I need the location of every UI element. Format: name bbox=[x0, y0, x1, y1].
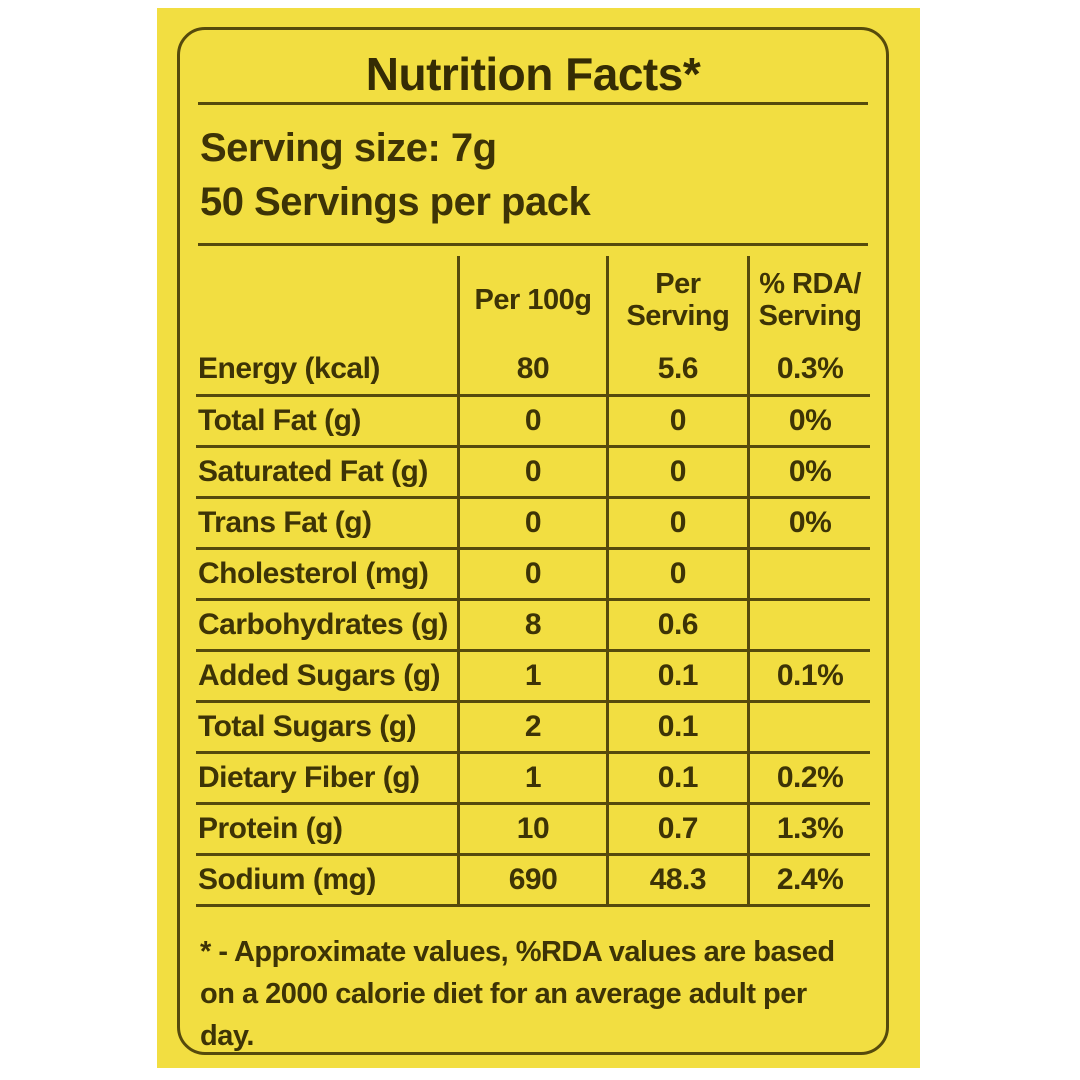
table-row: Carbohydrates (g) 8 0.6 bbox=[196, 599, 870, 650]
footnote: * - Approximate values, %RDA values are … bbox=[196, 907, 870, 1057]
nutrient-name: Trans Fat (g) bbox=[198, 505, 372, 539]
value-rda-serving: 0% bbox=[747, 497, 870, 548]
nutrient-name: Total Sugars (g) bbox=[198, 709, 417, 743]
header-nutrient bbox=[196, 256, 459, 344]
nutrient-name: Saturated Fat (g) bbox=[198, 454, 428, 488]
table-header-row: Per 100g Per Serving % RDA/ Serving bbox=[196, 256, 870, 344]
value-per-100g: 0 bbox=[457, 497, 608, 548]
value-rda-serving: 0% bbox=[747, 446, 870, 497]
table-row: Saturated Fat (g) 0 0 0% bbox=[196, 446, 870, 497]
nutrient-name: Sodium (mg) bbox=[198, 862, 376, 896]
serving-divider bbox=[198, 243, 868, 246]
table-row: Protein (g) 10 0.7 1.3% bbox=[196, 803, 870, 854]
value-per-serving: 0 bbox=[605, 548, 749, 599]
value-per-serving: 0.1 bbox=[605, 701, 749, 752]
value-rda-serving bbox=[747, 599, 870, 650]
value-per-serving: 0.1 bbox=[605, 650, 749, 701]
value-rda-serving bbox=[747, 548, 870, 599]
table-row: Cholesterol (mg) 0 0 bbox=[196, 548, 870, 599]
value-per-100g: 0 bbox=[457, 446, 608, 497]
nutrition-table: Per 100g Per Serving % RDA/ Serving Ener… bbox=[196, 256, 870, 907]
value-rda-serving: 1.3% bbox=[747, 803, 870, 854]
value-per-100g: 1 bbox=[457, 650, 608, 701]
footnote-line-2: on a 2000 calorie diet for an average ad… bbox=[200, 977, 807, 1052]
value-rda-serving: 0% bbox=[747, 395, 870, 446]
nutrient-name: Total Fat (g) bbox=[198, 403, 361, 437]
header-per-serving: Per Serving bbox=[605, 256, 749, 344]
value-rda-serving: 2.4% bbox=[747, 854, 870, 905]
value-per-100g: 8 bbox=[457, 599, 608, 650]
label-title: Nutrition Facts* bbox=[365, 48, 701, 100]
value-per-serving: 0.1 bbox=[605, 752, 749, 803]
table-row: Total Sugars (g) 2 0.1 bbox=[196, 701, 870, 752]
value-per-serving: 0.7 bbox=[605, 803, 749, 854]
serving-size-text: Serving size: 7g bbox=[200, 126, 497, 170]
value-rda-serving: 0.3% bbox=[747, 344, 870, 395]
table-row: Total Fat (g) 0 0 0% bbox=[196, 395, 870, 446]
nutrient-name: Carbohydrates (g) bbox=[198, 607, 448, 641]
title-divider bbox=[198, 102, 868, 105]
nutrient-name: Cholesterol (mg) bbox=[198, 556, 429, 590]
value-per-100g: 690 bbox=[457, 854, 608, 905]
servings-per-pack-text: 50 Servings per pack bbox=[200, 180, 591, 224]
nutrient-name: Protein (g) bbox=[198, 811, 343, 845]
value-per-100g: 0 bbox=[457, 548, 608, 599]
nutrient-name: Energy (kcal) bbox=[198, 351, 380, 385]
footnote-line-1: * - Approximate values, %RDA values are … bbox=[200, 935, 835, 968]
table-row: Added Sugars (g) 1 0.1 0.1% bbox=[196, 650, 870, 701]
table-row: Energy (kcal) 80 5.6 0.3% bbox=[196, 344, 870, 395]
value-per-100g: 0 bbox=[457, 395, 608, 446]
value-per-serving: 5.6 bbox=[605, 344, 749, 395]
value-rda-serving: 0.1% bbox=[747, 650, 870, 701]
nutrient-name: Added Sugars (g) bbox=[198, 658, 441, 692]
value-rda-serving: 0.2% bbox=[747, 752, 870, 803]
value-per-serving: 0 bbox=[605, 395, 749, 446]
value-rda-serving bbox=[747, 701, 870, 752]
nutrition-label-panel: Nutrition Facts* Serving size: 7g 50 Ser… bbox=[177, 27, 889, 1055]
value-per-100g: 2 bbox=[457, 701, 608, 752]
table-row: Dietary Fiber (g) 1 0.1 0.2% bbox=[196, 752, 870, 803]
value-per-100g: 10 bbox=[457, 803, 608, 854]
header-rda-serving: % RDA/ Serving bbox=[747, 256, 870, 344]
header-per-100g: Per 100g bbox=[457, 256, 608, 344]
nutrient-name: Dietary Fiber (g) bbox=[198, 760, 420, 794]
value-per-100g: 80 bbox=[457, 344, 608, 395]
value-per-serving: 48.3 bbox=[605, 854, 749, 905]
table-row: Trans Fat (g) 0 0 0% bbox=[196, 497, 870, 548]
value-per-serving: 0 bbox=[605, 446, 749, 497]
value-per-serving: 0.6 bbox=[605, 599, 749, 650]
serving-info: Serving size: 7g 50 Servings per pack bbox=[196, 105, 870, 243]
table-row: Sodium (mg) 690 48.3 2.4% bbox=[196, 854, 870, 905]
value-per-serving: 0 bbox=[605, 497, 749, 548]
value-per-100g: 1 bbox=[457, 752, 608, 803]
